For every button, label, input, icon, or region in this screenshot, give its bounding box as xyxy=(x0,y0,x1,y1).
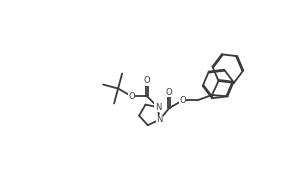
Text: N: N xyxy=(155,103,161,112)
Text: N: N xyxy=(156,115,163,124)
Text: O: O xyxy=(128,92,135,101)
Text: O: O xyxy=(179,96,186,105)
Text: O: O xyxy=(144,76,150,85)
Text: O: O xyxy=(166,88,173,97)
